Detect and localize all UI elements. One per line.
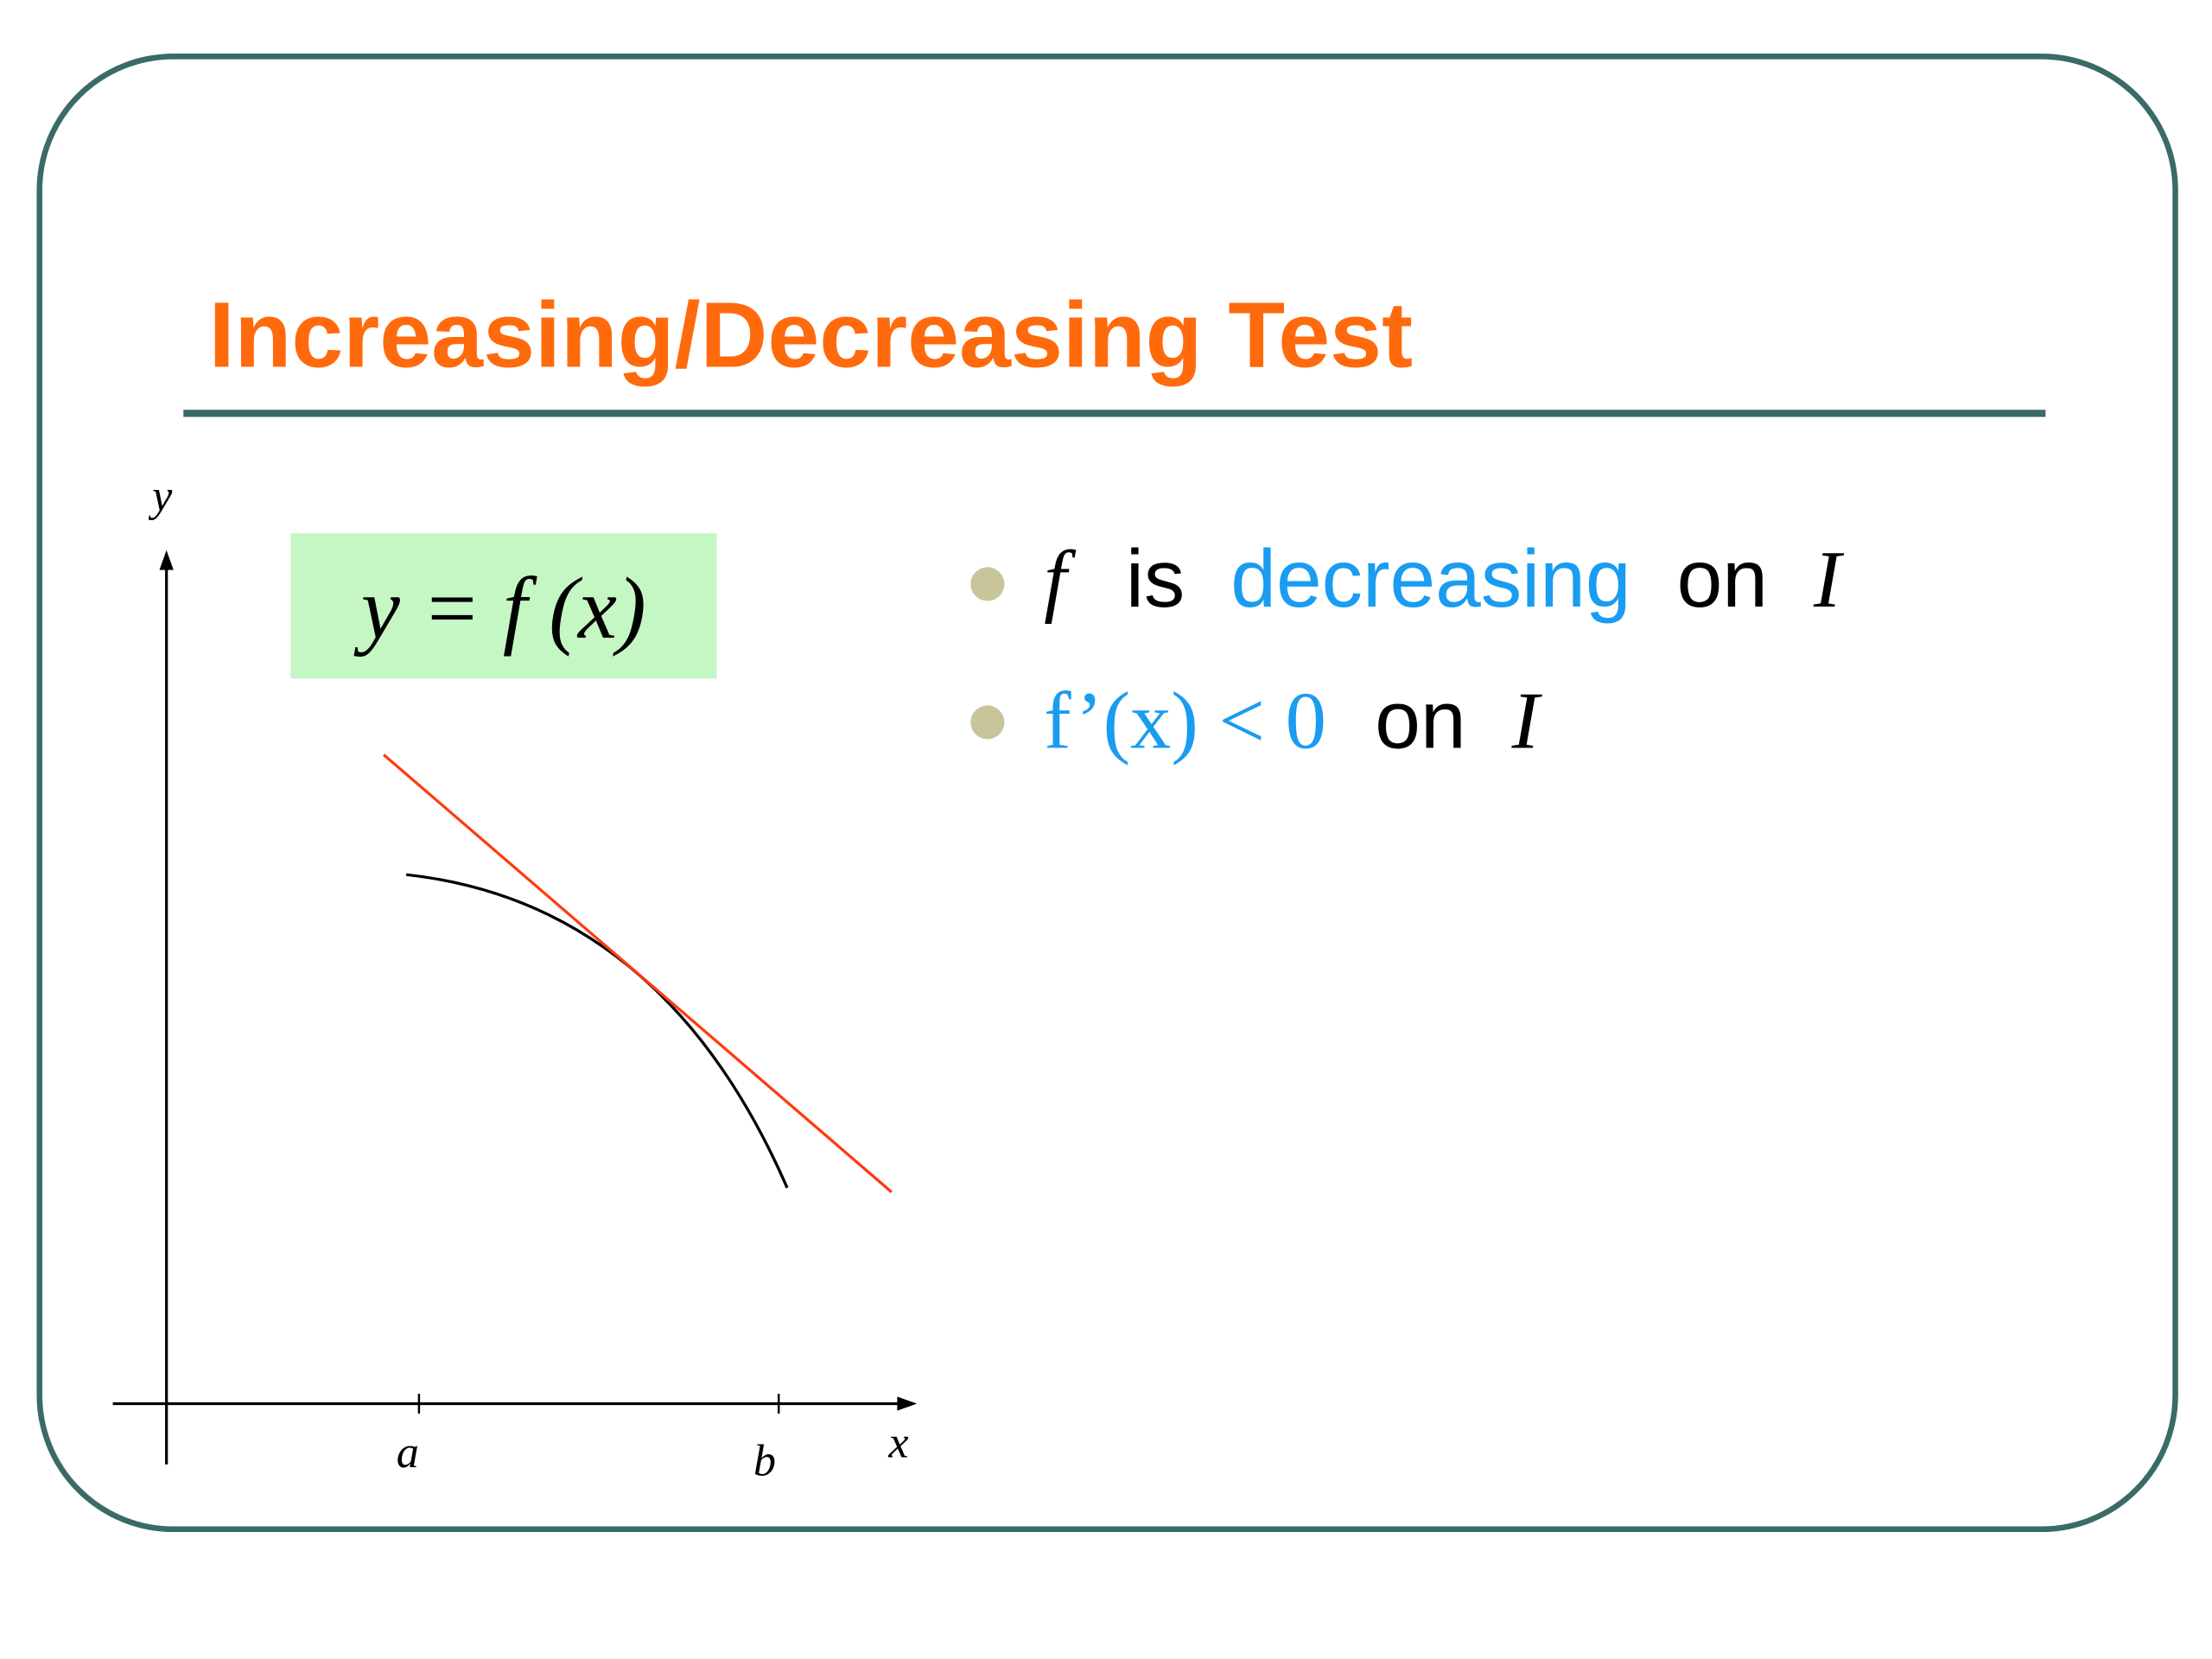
x-arrow — [897, 1396, 918, 1411]
math: f — [1044, 535, 1077, 625]
bullet: f’(x) < 0 on I — [1044, 674, 1543, 766]
bullet-dot — [970, 705, 1005, 740]
bullet: f is decreasing on I — [1044, 533, 1845, 625]
tick-label: b — [753, 1436, 776, 1486]
tick-label: a — [397, 1427, 419, 1478]
slide-frame — [36, 54, 2178, 1533]
formula-box — [290, 533, 717, 679]
text: on — [1677, 533, 1768, 625]
text: on — [1375, 674, 1465, 766]
graph: y x a b y = f (x) — [112, 471, 918, 1486]
text: is — [1126, 533, 1185, 625]
x-label: x — [887, 1418, 908, 1468]
slide-title: Increasing/Decreasing Test — [209, 282, 1413, 386]
math: f’(x) < 0 — [1044, 676, 1326, 766]
y-label: y — [148, 471, 173, 521]
y-arrow — [159, 550, 174, 570]
math: I — [1511, 676, 1543, 766]
math: I — [1813, 535, 1845, 625]
highlight: decreasing — [1230, 533, 1630, 625]
formula: y = f (x) — [353, 560, 646, 657]
bullet-dot — [970, 567, 1005, 601]
tangent-line — [383, 753, 893, 1193]
